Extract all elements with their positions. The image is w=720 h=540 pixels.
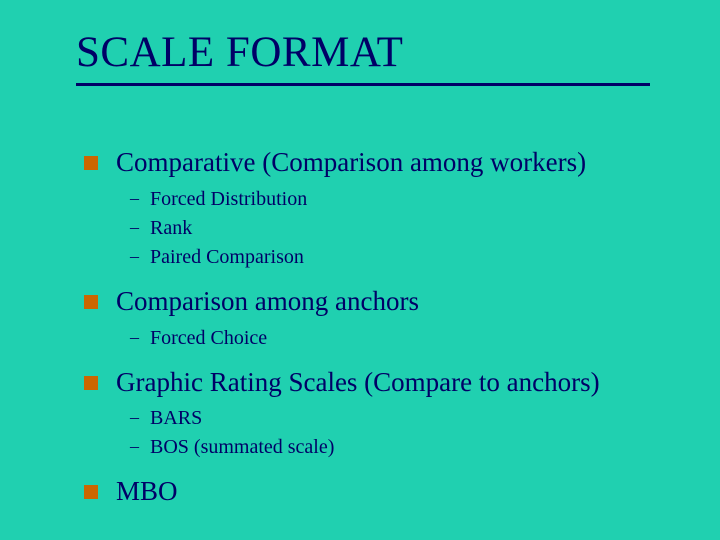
list-item-label: MBO	[116, 475, 178, 509]
slide-content: Comparative (Comparison among workers) –…	[76, 146, 720, 509]
sub-list: – Forced Distribution – Rank – Paired Co…	[84, 186, 720, 271]
square-bullet-icon	[84, 295, 98, 309]
square-bullet-icon	[84, 156, 98, 170]
dash-bullet-icon: –	[130, 186, 150, 210]
sub-list-item: – Paired Comparison	[130, 244, 720, 271]
dash-bullet-icon: –	[130, 215, 150, 239]
sub-list-item-label: Rank	[150, 215, 192, 242]
list-item-label: Comparative (Comparison among workers)	[116, 146, 586, 180]
slide-title: SCALE FORMAT	[76, 28, 650, 86]
list-item: Graphic Rating Scales (Compare to anchor…	[84, 366, 720, 400]
slide: SCALE FORMAT Comparative (Comparison amo…	[0, 0, 720, 540]
dash-bullet-icon: –	[130, 434, 150, 458]
sub-list-item: – BARS	[130, 405, 720, 432]
sub-list-item: – BOS (summated scale)	[130, 434, 720, 461]
dash-bullet-icon: –	[130, 405, 150, 429]
square-bullet-icon	[84, 485, 98, 499]
sub-list-item-label: BOS (summated scale)	[150, 434, 334, 461]
dash-bullet-icon: –	[130, 325, 150, 349]
list-item: Comparison among anchors	[84, 285, 720, 319]
sub-list-item-label: BARS	[150, 405, 202, 432]
list-item: MBO	[84, 475, 720, 509]
sub-list-item-label: Forced Distribution	[150, 186, 307, 213]
square-bullet-icon	[84, 376, 98, 390]
sub-list-item: – Rank	[130, 215, 720, 242]
list-item-label: Comparison among anchors	[116, 285, 419, 319]
sub-list: – BARS – BOS (summated scale)	[84, 405, 720, 461]
sub-list-item: – Forced Choice	[130, 325, 720, 352]
dash-bullet-icon: –	[130, 244, 150, 268]
list-item-label: Graphic Rating Scales (Compare to anchor…	[116, 366, 600, 400]
sub-list-item-label: Paired Comparison	[150, 244, 304, 271]
sub-list: – Forced Choice	[84, 325, 720, 352]
sub-list-item-label: Forced Choice	[150, 325, 267, 352]
sub-list-item: – Forced Distribution	[130, 186, 720, 213]
list-item: Comparative (Comparison among workers)	[84, 146, 720, 180]
